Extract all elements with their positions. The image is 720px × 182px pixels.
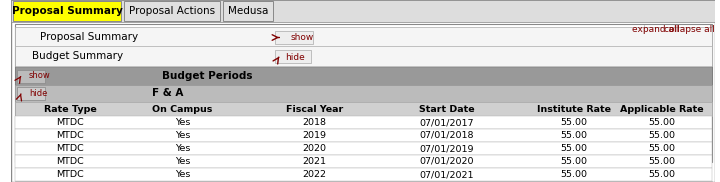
FancyBboxPatch shape [12, 0, 716, 182]
FancyBboxPatch shape [15, 27, 711, 47]
Text: Yes: Yes [175, 131, 190, 140]
FancyBboxPatch shape [17, 70, 45, 82]
Text: 2020: 2020 [302, 144, 326, 153]
Text: 55.00: 55.00 [648, 144, 675, 153]
Text: MTDC: MTDC [56, 118, 84, 127]
Text: 2018: 2018 [302, 118, 326, 127]
Text: show: show [29, 72, 50, 80]
FancyBboxPatch shape [15, 142, 711, 155]
FancyBboxPatch shape [15, 129, 711, 142]
Text: MTDC: MTDC [56, 144, 84, 153]
Text: expand all: expand all [632, 25, 680, 33]
FancyBboxPatch shape [15, 155, 711, 168]
Text: Budget Summary: Budget Summary [32, 51, 123, 61]
FancyBboxPatch shape [124, 1, 220, 21]
Text: MTDC: MTDC [56, 131, 84, 140]
Text: 55.00: 55.00 [648, 118, 675, 127]
Text: Yes: Yes [175, 157, 190, 166]
Text: Budget Periods: Budget Periods [161, 71, 252, 81]
Text: Proposal Summary: Proposal Summary [12, 6, 122, 16]
Text: 07/01/2017: 07/01/2017 [419, 118, 474, 127]
FancyBboxPatch shape [17, 87, 45, 100]
Text: 2021: 2021 [302, 157, 326, 166]
Text: Institute Rate: Institute Rate [536, 104, 611, 114]
Text: Applicable Rate: Applicable Rate [620, 104, 703, 114]
Text: 55.00: 55.00 [560, 118, 588, 127]
Text: 07/01/2020: 07/01/2020 [419, 157, 474, 166]
FancyBboxPatch shape [15, 116, 711, 129]
Text: Yes: Yes [175, 170, 190, 179]
Text: Proposal Summary: Proposal Summary [40, 32, 138, 42]
Text: 55.00: 55.00 [560, 157, 588, 166]
Text: hide: hide [285, 52, 305, 62]
Text: 55.00: 55.00 [560, 131, 588, 140]
Text: Rate Type: Rate Type [44, 104, 96, 114]
FancyBboxPatch shape [15, 85, 711, 102]
Text: On Campus: On Campus [152, 104, 212, 114]
FancyBboxPatch shape [275, 31, 312, 44]
Text: Medusa: Medusa [228, 6, 268, 16]
Text: collapse all: collapse all [664, 25, 714, 33]
Text: 55.00: 55.00 [560, 144, 588, 153]
FancyBboxPatch shape [15, 46, 711, 66]
Text: Start Date: Start Date [419, 104, 474, 114]
Text: 55.00: 55.00 [648, 170, 675, 179]
FancyBboxPatch shape [12, 0, 716, 22]
Text: 07/01/2019: 07/01/2019 [419, 144, 474, 153]
Text: Yes: Yes [175, 144, 190, 153]
FancyBboxPatch shape [15, 67, 711, 85]
FancyBboxPatch shape [15, 24, 711, 162]
Text: MTDC: MTDC [56, 157, 84, 166]
Text: 07/01/2018: 07/01/2018 [419, 131, 474, 140]
FancyBboxPatch shape [13, 1, 121, 21]
Text: Proposal Actions: Proposal Actions [129, 6, 215, 16]
Text: 55.00: 55.00 [648, 157, 675, 166]
Text: F & A: F & A [152, 88, 184, 98]
FancyBboxPatch shape [15, 168, 711, 181]
Text: 07/01/2021: 07/01/2021 [419, 170, 474, 179]
FancyBboxPatch shape [275, 50, 310, 63]
Text: Fiscal Year: Fiscal Year [286, 104, 343, 114]
Text: 55.00: 55.00 [648, 131, 675, 140]
Text: show: show [291, 33, 314, 41]
Text: 2022: 2022 [302, 170, 326, 179]
Text: hide: hide [29, 89, 48, 98]
Text: Yes: Yes [175, 118, 190, 127]
FancyBboxPatch shape [222, 1, 274, 21]
Text: 55.00: 55.00 [560, 170, 588, 179]
Text: 2019: 2019 [302, 131, 326, 140]
FancyBboxPatch shape [15, 102, 711, 116]
Text: MTDC: MTDC [56, 170, 84, 179]
